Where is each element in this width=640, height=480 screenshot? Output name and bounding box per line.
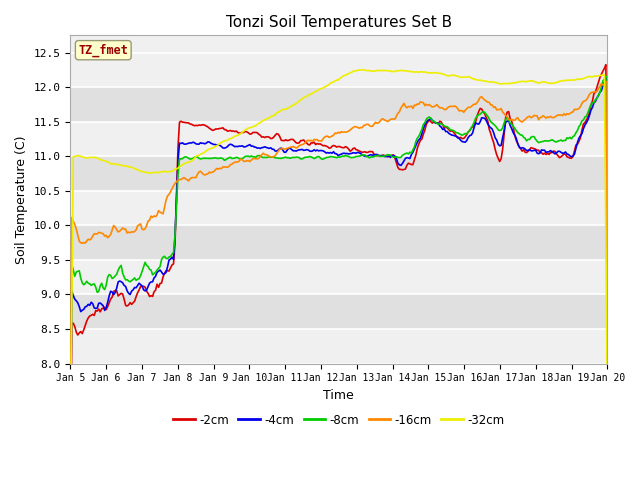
Title: Tonzi Soil Temperatures Set B: Tonzi Soil Temperatures Set B [226, 15, 452, 30]
Bar [70, 225, 607, 260]
Bar [70, 329, 607, 363]
X-axis label: Time: Time [323, 389, 354, 402]
Bar [70, 53, 607, 87]
Y-axis label: Soil Temperature (C): Soil Temperature (C) [15, 135, 28, 264]
Legend: -2cm, -4cm, -8cm, -16cm, -32cm: -2cm, -4cm, -8cm, -16cm, -32cm [168, 409, 509, 431]
Bar [70, 87, 607, 122]
Bar [70, 294, 607, 329]
Bar [70, 122, 607, 156]
Bar [70, 191, 607, 225]
Bar [70, 156, 607, 191]
Text: TZ_fmet: TZ_fmet [78, 44, 128, 57]
Bar [70, 260, 607, 294]
